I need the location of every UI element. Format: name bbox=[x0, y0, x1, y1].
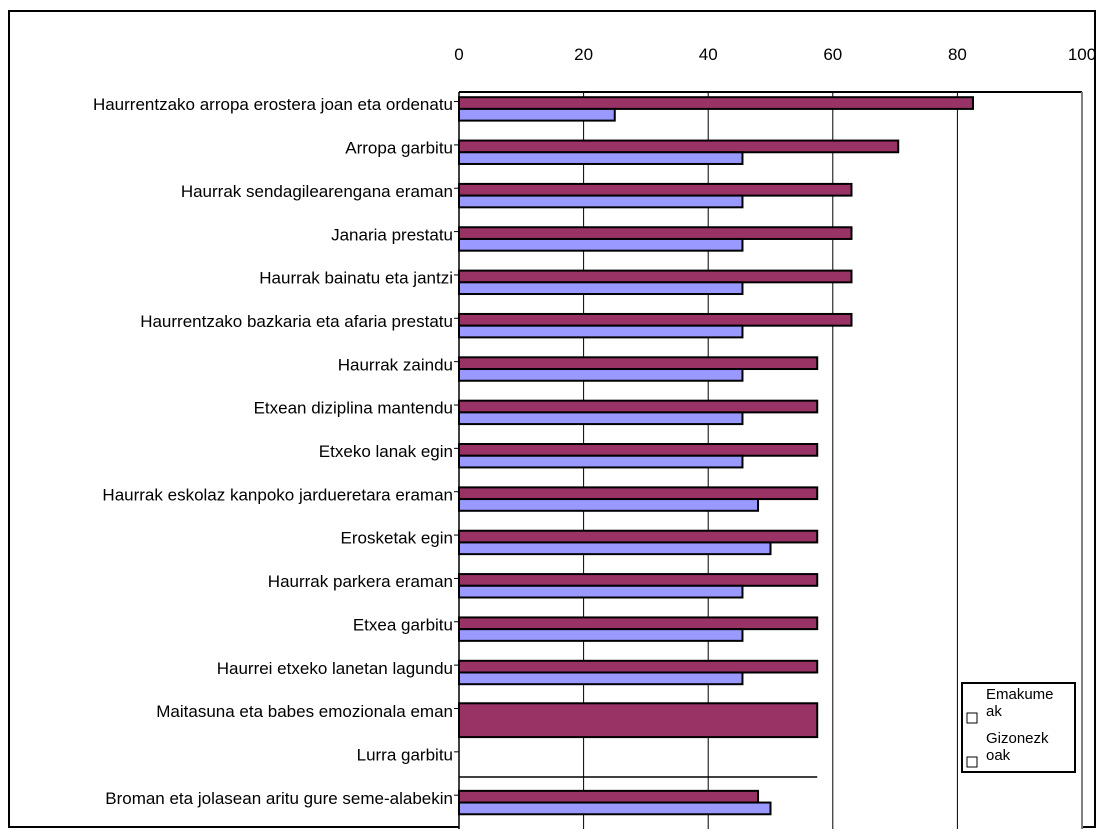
category-label: Haurrak bainatu eta jantzi bbox=[259, 269, 453, 288]
bar-emakumeak bbox=[458, 789, 760, 804]
bar-emakumeak bbox=[458, 96, 974, 110]
bar-gizonezkoak bbox=[458, 411, 744, 426]
legend-label: ak bbox=[986, 703, 1002, 720]
bar-gizonezkoak bbox=[458, 194, 744, 209]
bar-emakumeak bbox=[458, 269, 853, 284]
bar-gizonezkoak bbox=[458, 151, 744, 165]
bar-gizonezkoak bbox=[458, 584, 744, 599]
legend-box bbox=[961, 682, 1076, 773]
bar-emakumeak bbox=[458, 443, 819, 457]
bar-emakumeak bbox=[458, 529, 819, 544]
bar-gizonezkoak bbox=[458, 541, 772, 556]
legend-label: oak bbox=[986, 747, 1011, 764]
category-label: Maitasuna eta babes emozionala eman bbox=[156, 702, 453, 721]
bar-emakumeak bbox=[458, 182, 853, 197]
category-label: Arropa garbitu bbox=[345, 139, 453, 158]
bar-emakumeak bbox=[458, 573, 819, 587]
legend-swatch bbox=[966, 756, 978, 768]
legend-label: Gizonezk bbox=[986, 730, 1049, 747]
bar-gizonezkoak bbox=[458, 628, 744, 642]
bar-emakumeak bbox=[458, 356, 819, 371]
bar-emakumeak bbox=[458, 616, 819, 631]
x-tick-label: 20 bbox=[574, 45, 593, 64]
category-label: Haurrak eskolaz kanpoko jardueretara era… bbox=[102, 485, 453, 504]
bar-gizonezkoak bbox=[458, 107, 616, 122]
category-label: Haurrentzako bazkaria eta afaria prestat… bbox=[140, 312, 453, 331]
category-label: Janaria prestatu bbox=[331, 225, 453, 244]
bar-emakumeak bbox=[458, 659, 819, 674]
category-label: Etxea garbitu bbox=[353, 615, 453, 634]
x-tick-label: 0 bbox=[454, 45, 463, 64]
bar-gizonezkoak bbox=[458, 368, 744, 382]
bar-gizonezkoak bbox=[458, 281, 744, 296]
bar-emakumeak bbox=[458, 312, 853, 327]
category-label: Haurrak parkera eraman bbox=[268, 572, 453, 591]
bar-emakumeak bbox=[458, 702, 819, 739]
legend-label: Emakume bbox=[986, 686, 1054, 703]
x-tick-label: 40 bbox=[699, 45, 718, 64]
x-tick-label: 80 bbox=[948, 45, 967, 64]
bar-gizonezkoak bbox=[458, 498, 760, 512]
bar-emakumeak bbox=[458, 139, 900, 154]
bar-gizonezkoak bbox=[458, 454, 744, 469]
category-label: Haurrentzako arropa erostera joan eta or… bbox=[93, 95, 453, 114]
bar-emakumeak bbox=[458, 226, 853, 240]
category-label: Haurrei etxeko lanetan lagundu bbox=[217, 659, 453, 678]
bar-gizonezkoak bbox=[458, 237, 744, 252]
bar-gizonezkoak bbox=[458, 671, 744, 686]
bar-emakumeak bbox=[458, 486, 819, 501]
bar-gizonezkoak bbox=[458, 801, 772, 816]
category-label: Haurrak zaindu bbox=[338, 355, 453, 374]
category-label: Etxean diziplina mantendu bbox=[254, 399, 453, 418]
category-label: Lurra garbitu bbox=[357, 746, 453, 765]
legend-swatch bbox=[966, 712, 978, 724]
bar-gizonezkoak bbox=[458, 324, 744, 339]
category-label: Erosketak egin bbox=[341, 529, 453, 548]
category-label: Haurrak sendagilearengana eraman bbox=[181, 182, 453, 201]
category-label: Broman eta jolasean aritu gure seme-alab… bbox=[105, 789, 453, 808]
x-tick-label: 100 bbox=[1068, 45, 1096, 64]
x-tick-label: 60 bbox=[823, 45, 842, 64]
category-label: Etxeko lanak egin bbox=[319, 442, 453, 461]
bar-emakumeak bbox=[458, 399, 819, 414]
